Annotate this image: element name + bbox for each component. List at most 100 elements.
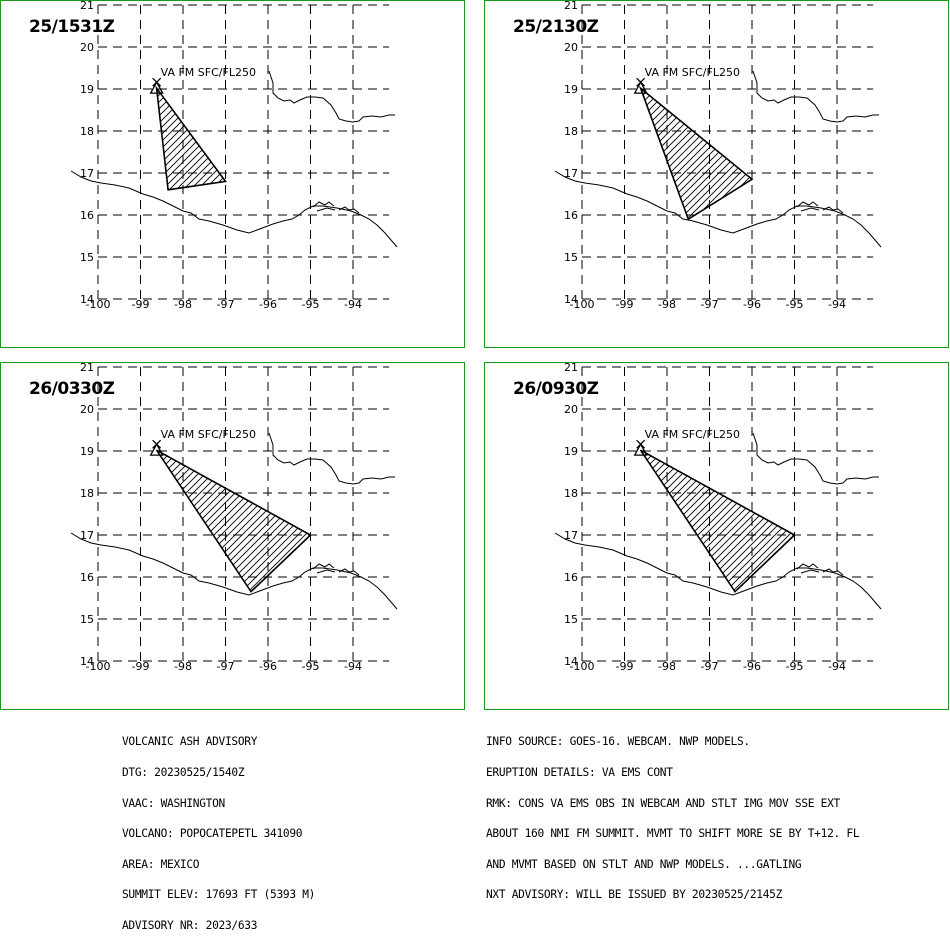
lon-tick-label: -94 — [344, 298, 362, 311]
panel-time-1: 25/1531Z — [29, 17, 115, 37]
lon-tick-label: -96 — [259, 660, 277, 673]
lon-tick-label: -100 — [570, 660, 595, 673]
lon-tick-label: -98 — [658, 660, 676, 673]
remarks-line: ERUPTION DETAILS: VA EMS CONT — [486, 766, 673, 779]
lat-tick-label: 20 — [80, 41, 94, 54]
map-svg-2: VA FM SFC/FL250 21 20 19 18 17 16 15 14-100 -99 -9… — [554, 1, 882, 311]
ash-layer-label: VA FM SFC/FL250 — [161, 428, 256, 441]
lat-tick-label: 14 — [80, 293, 94, 306]
lagoon-line — [822, 568, 844, 576]
lagoon-line — [316, 207, 336, 212]
remarks-line: RMK: CONS VA EMS OBS IN WEBCAM AND STLT … — [486, 796, 840, 810]
advisory-line: ADVISORY NR: 2023/633 — [122, 918, 258, 932]
ash-cloud-polygon — [639, 449, 796, 593]
lat-tick-label: 16 — [80, 571, 94, 584]
map-panel-4: VA FM SFC/FL250 21 20 19 18 17 16 15 14 -100 -99 -9… — [484, 362, 949, 710]
lat-tick-label: 19 — [80, 445, 94, 458]
panel-time-4: 26/0930Z — [513, 379, 599, 399]
lat-tick-label: 17 — [564, 529, 578, 542]
lon-tick-label: -96 — [743, 298, 761, 311]
lon-tick-label: -99 — [616, 298, 634, 311]
coastline-pacific — [70, 532, 398, 610]
coastline-gulf — [268, 70, 395, 123]
lagoon-line — [338, 206, 360, 214]
lon-tick-label: -100 — [86, 298, 111, 311]
lon-tick-label: -97 — [217, 660, 235, 673]
lon-tick-label: -95 — [786, 298, 804, 311]
eruption-mark-icon — [152, 439, 162, 449]
lat-tick-label: 17 — [80, 529, 94, 542]
lat-tick-label: 15 — [564, 251, 578, 264]
lon-tick-label: -99 — [132, 660, 150, 673]
advisory-line: DTG: 20230525/1540Z — [122, 766, 245, 779]
remarks-line: INFO SOURCE: GOES-16. WEBCAM. NWP MODELS… — [486, 735, 750, 749]
lat-tick-label: 17 — [564, 167, 578, 180]
lat-tick-label: 19 — [564, 445, 578, 458]
lon-tick-label: -96 — [743, 660, 761, 673]
remarks-line: NXT ADVISORY: WILL BE ISSUED BY 20230525… — [486, 888, 783, 902]
coastline-gulf — [752, 432, 879, 485]
advisory-line: VOLCANO: POPOCATEPETL 341090 — [122, 827, 303, 841]
advisory-line: VAAC: WASHINGTON — [122, 796, 225, 810]
ash-cloud-polygon — [638, 85, 754, 221]
volcano-icon — [149, 442, 164, 456]
volcano-icon — [633, 442, 648, 456]
lon-tick-label: -98 — [658, 298, 676, 311]
eruption-mark-icon — [636, 439, 646, 449]
coastline-gulf — [268, 432, 395, 485]
coastline-pacific — [554, 170, 882, 248]
lon-tick-label: -100 — [86, 660, 111, 673]
lat-tick-label: 15 — [80, 251, 94, 264]
remarks-line: ABOUT 160 NMI FM SUMMIT. MVMT TO SHIFT M… — [486, 827, 860, 841]
lon-tick-label: -95 — [786, 660, 804, 673]
lat-tick-label: 16 — [564, 571, 578, 584]
lon-tick-label: -97 — [701, 298, 719, 311]
lat-tick-label: 18 — [80, 125, 94, 138]
lat-tick-label: 15 — [80, 613, 94, 626]
lat-tick-label: 21 — [564, 363, 578, 374]
lon-tick-label: -99 — [132, 298, 150, 311]
lat-tick-label: 20 — [564, 41, 578, 54]
lagoon-line — [312, 563, 335, 570]
lat-tick-label: 18 — [564, 487, 578, 500]
coastline-gulf — [752, 70, 879, 123]
lagoon-line — [796, 201, 819, 208]
lat-tick-label: 16 — [564, 209, 578, 222]
lon-tick-label: -98 — [174, 660, 192, 673]
ash-cloud-polygon — [155, 449, 312, 593]
eruption-mark-icon — [636, 77, 646, 87]
lat-tick-label: 20 — [80, 403, 94, 416]
lagoon-line — [312, 201, 335, 208]
panel-time-3: 26/0330Z — [29, 379, 115, 399]
lon-tick-label: -100 — [570, 298, 595, 311]
lon-tick-label: -98 — [174, 298, 192, 311]
coastline-pacific — [70, 170, 398, 248]
map-panel-3: VA FM SFC/FL250 21 20 19 18 17 16 15 14 -100 -99 -9… — [0, 362, 465, 710]
lon-tick-label: -95 — [302, 660, 320, 673]
map-panel-1: VA FM SFC/FL250 21 20 19 18 17 16 15 14 -100 -99 -9… — [0, 0, 465, 348]
lagoon-line — [338, 568, 360, 576]
lat-tick-label: 14 — [564, 655, 578, 668]
volcano-icon — [149, 80, 164, 94]
lon-tick-label: -95 — [302, 298, 320, 311]
lat-tick-label: 14 — [80, 655, 94, 668]
lat-tick-label: 14 — [564, 293, 578, 306]
lon-tick-label: -94 — [344, 660, 362, 673]
lon-tick-label: -94 — [828, 298, 846, 311]
lat-tick-label: 16 — [80, 209, 94, 222]
ash-layer-label: VA FM SFC/FL250 — [161, 66, 256, 79]
lagoon-line — [800, 569, 820, 574]
coastline-pacific — [554, 532, 882, 610]
advisory-line: AREA: MEXICO — [122, 857, 200, 871]
lat-tick-label: 21 — [80, 1, 94, 12]
advisory-header-block: VOLCANIC ASH ADVISORY DTG: 20230525/1540… — [122, 717, 315, 941]
panel-time-2: 25/2130Z — [513, 17, 599, 37]
advisory-line: SUMMIT ELEV: 17693 FT (5393 M) — [122, 888, 316, 902]
advisory-line: VOLCANIC ASH ADVISORY — [122, 735, 258, 749]
lagoon-line — [316, 569, 336, 574]
lat-tick-label: 21 — [80, 363, 94, 374]
advisory-remarks-block: INFO SOURCE: GOES-16. WEBCAM. NWP MODELS… — [486, 717, 860, 911]
lat-tick-label: 19 — [564, 83, 578, 96]
lon-tick-label: -94 — [828, 660, 846, 673]
lat-tick-label: 19 — [80, 83, 94, 96]
